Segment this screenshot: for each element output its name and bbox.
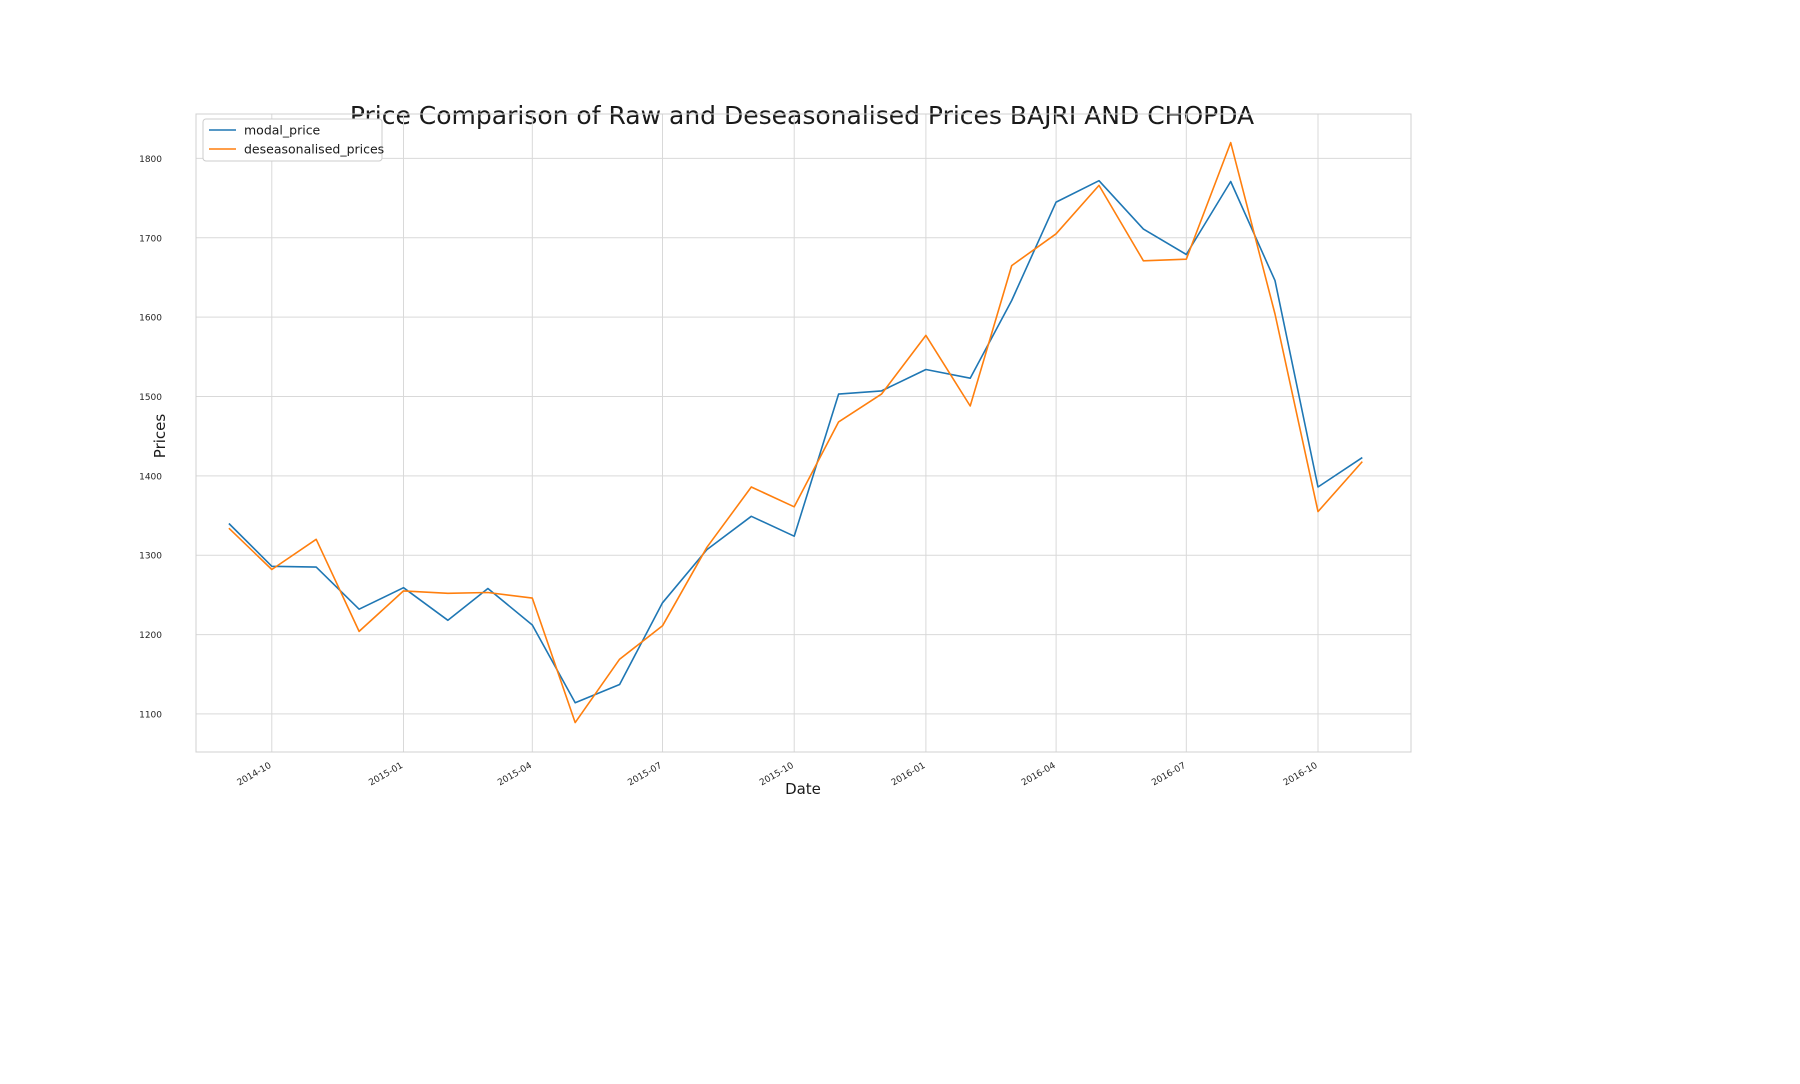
y-tick-label: 1600 xyxy=(139,314,162,324)
legend-label: modal_price xyxy=(244,123,321,138)
x-tick-label: 2016-07 xyxy=(1150,761,1188,788)
y-tick-label: 1800 xyxy=(139,155,162,165)
x-tick-label: 2015-01 xyxy=(367,761,405,788)
x-tick-label: 2016-04 xyxy=(1020,761,1058,789)
y-tick-label: 1100 xyxy=(139,710,162,720)
x-tick-label: 2015-07 xyxy=(626,761,664,788)
x-axis-label: Date xyxy=(785,780,821,798)
y-tick-label: 1700 xyxy=(139,234,162,244)
x-tick-label: 2015-04 xyxy=(496,761,534,789)
x-tick-label: 2016-01 xyxy=(890,761,928,788)
y-tick-label: 1300 xyxy=(139,552,162,562)
x-tick-label: 2016-10 xyxy=(1282,761,1320,789)
plot-frame xyxy=(195,113,1412,753)
legend-box xyxy=(202,118,383,162)
y-axis-ticks: 1100 1200 1300 1400 1500 1600 1700 1800 xyxy=(139,155,162,721)
y-tick-label: 1200 xyxy=(139,631,162,641)
legend: modal_price deseasonalised_prices xyxy=(202,118,384,162)
y-axis-label: Prices xyxy=(151,414,169,459)
y-tick-label: 1500 xyxy=(139,393,162,403)
series-layer xyxy=(228,141,1363,724)
x-tick-label: 2014-10 xyxy=(236,761,274,789)
y-tick-label: 1400 xyxy=(139,472,162,482)
series-line-modal-price xyxy=(228,179,1363,704)
x-axis-ticks: 2014-10 2015-01 2015-04 2015-07 2015-10 2016-… xyxy=(236,761,1320,789)
chart-title: Price Comparison of Raw and Deseasonalis… xyxy=(350,101,1254,130)
series-line-deseasonalised-prices xyxy=(228,141,1363,724)
grid xyxy=(196,114,1411,752)
legend-label: deseasonalised_prices xyxy=(244,142,384,157)
